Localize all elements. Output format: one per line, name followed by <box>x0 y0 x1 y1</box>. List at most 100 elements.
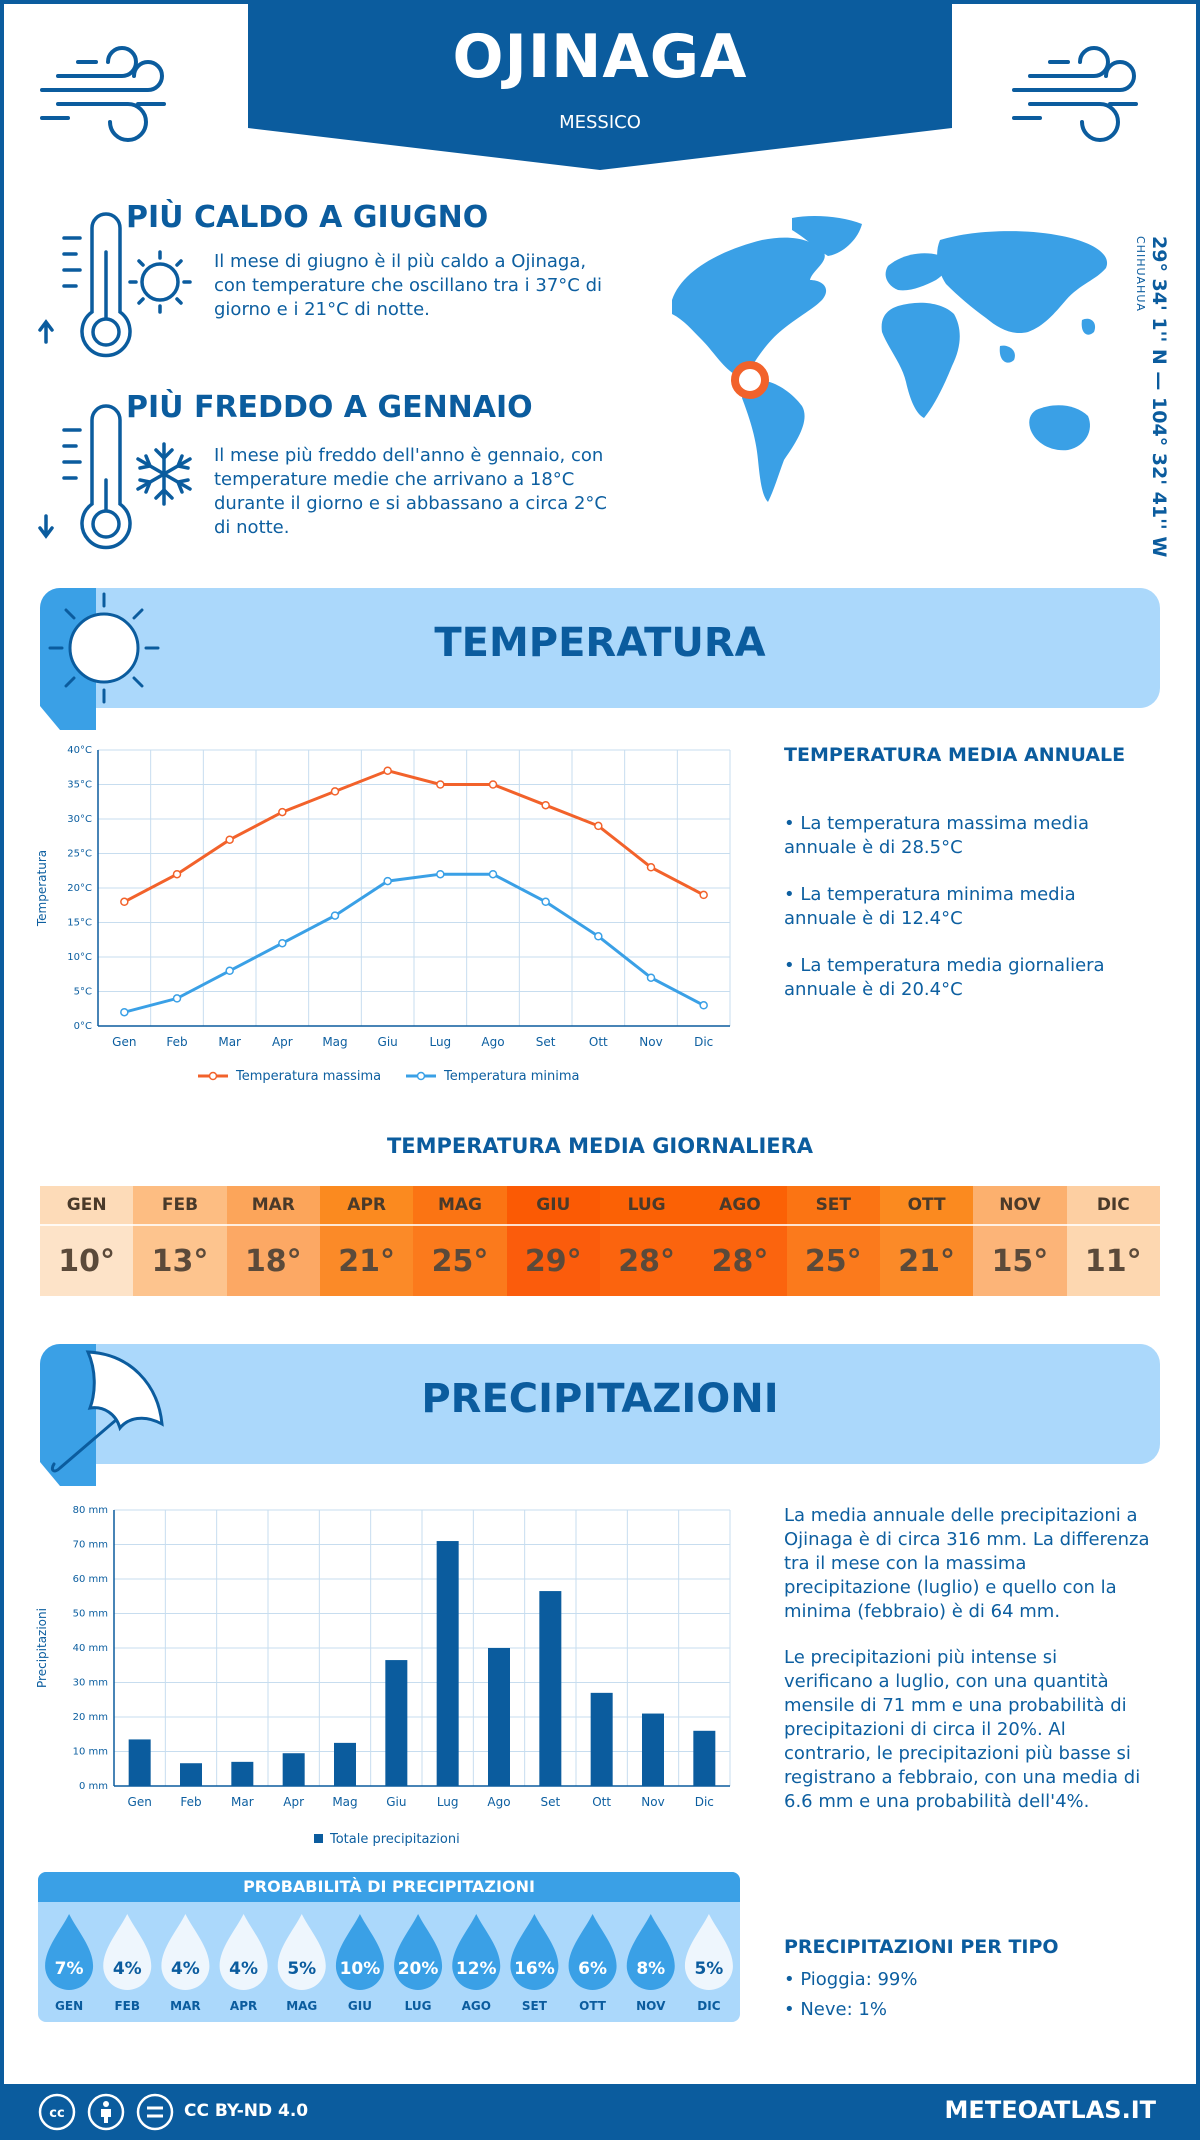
precip-type-title: PRECIPITAZIONI PER TIPO <box>784 1936 1059 1958</box>
probability-drop-ott: 6% OTT <box>568 1914 617 2013</box>
svg-text:cc: cc <box>49 2106 64 2121</box>
daily-temp-value: 11° <box>1066 1224 1160 1296</box>
probability-drop-feb: 4% FEB <box>103 1914 152 2013</box>
license-icons: cc <box>38 2093 174 2131</box>
probability-value: 6% <box>578 1959 607 1979</box>
daily-temp-value: 15° <box>973 1224 1067 1296</box>
raindrop-icon <box>510 1914 559 1990</box>
data-point <box>488 780 498 789</box>
wind-icon-right <box>1012 46 1138 142</box>
data-point <box>646 973 656 982</box>
world-map <box>672 216 1108 502</box>
daily-temp-month: DIC <box>1066 1186 1160 1224</box>
legend-swatch <box>314 1834 323 1843</box>
precip-bar <box>385 1660 408 1786</box>
series-line-max <box>123 769 705 904</box>
daily-temp-lug: LUG 28° <box>599 1186 694 1296</box>
daily-temp-gen: GEN 10° <box>40 1186 134 1296</box>
y-tick-label: 20 mm <box>73 1712 108 1723</box>
probability-month: LUG <box>405 1999 432 2013</box>
chart-grid <box>97 749 731 1027</box>
umbrella-icon <box>40 1344 164 1486</box>
daily-temp-month: MAG <box>413 1186 507 1224</box>
annual-temp-title: TEMPERATURA MEDIA ANNUALE <box>784 744 1126 766</box>
y-tick-label: 5°C <box>74 987 92 998</box>
probability-month: AGO <box>462 1999 491 2013</box>
precip-bar <box>642 1713 664 1786</box>
data-point <box>383 766 392 775</box>
daily-temp-value: 21° <box>879 1224 974 1296</box>
daily-temp-month: GEN <box>40 1186 134 1224</box>
probability-drop-dic: 5% DIC <box>684 1914 733 2013</box>
probability-value: 16% <box>514 1959 555 1979</box>
precip-bar <box>539 1591 562 1786</box>
x-tick-label: Apr <box>283 1795 304 1809</box>
precip-bar <box>488 1648 510 1786</box>
daily-temp-ago: AGO 28° <box>693 1186 787 1296</box>
license-label: CC BY-ND 4.0 <box>184 2101 309 2121</box>
probability-value: 5% <box>287 1959 316 1979</box>
y-tick-label: 0 mm <box>79 1781 108 1792</box>
daily-temp-title: TEMPERATURA MEDIA GIORNALIERA <box>386 1134 814 1158</box>
probability-month: MAR <box>170 1999 200 2013</box>
daily-temp-value: 18° <box>226 1224 320 1296</box>
precip-type-snow: • Neve: 1% <box>784 1999 887 2020</box>
data-point <box>541 800 550 810</box>
probability-month: APR <box>230 1999 257 2013</box>
x-tick-label: Mar <box>231 1795 254 1809</box>
probability-month: MAG <box>286 1999 317 2013</box>
data-point <box>172 994 182 1003</box>
probability-month: OTT <box>579 1999 607 2013</box>
probability-drop-set: 16% SET <box>510 1914 559 2013</box>
data-point <box>541 897 550 907</box>
probability-drop-gen: 7% GEN <box>45 1914 94 2013</box>
y-tick-label: 50 mm <box>73 1609 108 1620</box>
sun-icon <box>40 588 160 730</box>
data-point <box>436 869 445 879</box>
site-link[interactable]: METEOATLAS.IT <box>944 2096 1156 2124</box>
y-tick-label: 30°C <box>67 814 92 825</box>
daily-temp-month: FEB <box>133 1186 227 1224</box>
daily-temp-mag: MAG 25° <box>413 1186 507 1296</box>
precip-bar <box>693 1730 716 1786</box>
x-tick-label: Ago <box>481 1035 504 1049</box>
data-point <box>436 780 445 789</box>
hot-fact-text: Il mese di giugno è il più caldo a Ojina… <box>214 251 603 320</box>
thermometer-sun-icon <box>38 212 192 358</box>
precipitation-bar-chart: 0 mm 10 mm 20 mm 30 mm 40 mm 50 mm 60 mm 70 mm 8… <box>35 1505 731 1847</box>
y-tick-label: 60 mm <box>73 1574 108 1585</box>
y-axis-label: Temperatura <box>35 850 49 927</box>
daily-temp-value: 28° <box>599 1224 694 1296</box>
data-point <box>594 932 603 941</box>
city-title: OJINAGA <box>452 22 748 92</box>
y-tick-label: 0°C <box>74 1021 92 1032</box>
data-point <box>278 807 287 817</box>
daily-temp-month: NOV <box>973 1186 1067 1224</box>
y-tick-label: 35°C <box>67 780 92 791</box>
daily-temp-mar: MAR 18° <box>226 1186 320 1296</box>
daily-temp-giu: GIU 29° <box>506 1186 600 1296</box>
precip-bar <box>334 1742 356 1786</box>
x-tick-label: Gen <box>128 1795 152 1809</box>
x-tick-label: Ott <box>589 1035 608 1049</box>
x-tick-label: Ott <box>592 1795 611 1809</box>
temperature-title: TEMPERATURA <box>434 620 766 666</box>
y-tick-label: 20°C <box>67 883 92 894</box>
x-tick-label: Nov <box>639 1035 662 1049</box>
x-tick-label: Lug <box>437 1795 459 1809</box>
daily-temp-month: GIU <box>506 1186 600 1224</box>
data-point <box>278 938 287 948</box>
y-tick-label: 10 mm <box>73 1747 108 1758</box>
cold-fact-title: PIÙ FREDDO A GENNAIO <box>126 390 533 425</box>
region-label: CHIHUAHUA <box>1134 236 1147 312</box>
precip-probability-row: 7% GEN 4% FEB 4% MAR 4% APR 5% MAG 10% GIU 20% LUG 12%… <box>40 1910 738 2018</box>
y-tick-label: 30 mm <box>73 1678 108 1689</box>
precip-probability-title: PROBABILITÀ DI PRECIPITAZIONI <box>38 1872 740 1902</box>
precip-bar <box>231 1761 254 1786</box>
data-point <box>646 863 656 872</box>
x-tick-label: Nov <box>641 1795 664 1809</box>
y-tick-label: 80 mm <box>73 1505 108 1516</box>
probability-value: 4% <box>171 1959 200 1979</box>
daily-temp-month: SET <box>786 1186 880 1224</box>
probability-drop-ago: 12% AGO <box>452 1914 501 2013</box>
